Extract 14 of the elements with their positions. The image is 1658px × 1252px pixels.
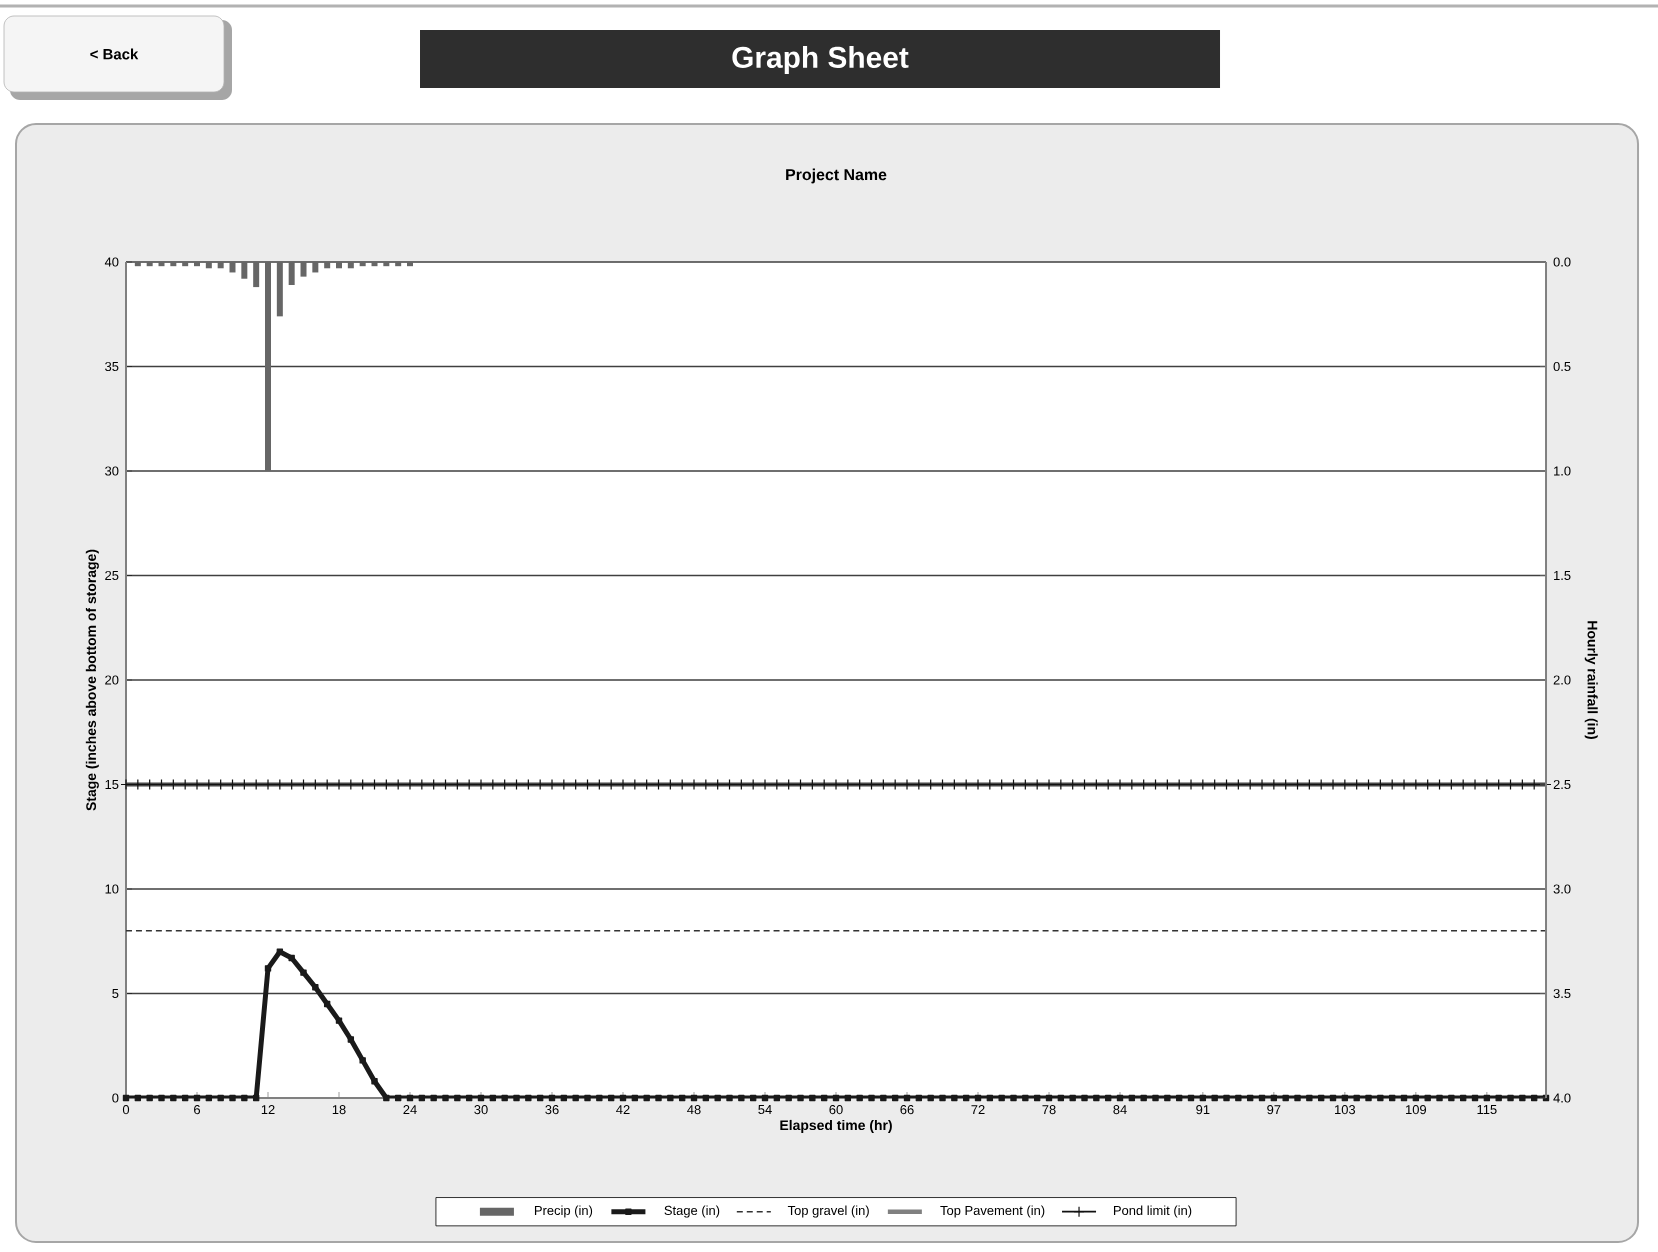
bar (288, 262, 295, 285)
bar (336, 262, 343, 269)
bar (265, 262, 271, 472)
bar (312, 262, 319, 273)
bar (229, 262, 236, 273)
bar (276, 262, 283, 317)
bar (205, 262, 212, 269)
bar (253, 262, 260, 288)
bar (217, 262, 224, 269)
bar (324, 262, 331, 269)
bar (347, 262, 354, 269)
bar (241, 262, 248, 279)
bar (300, 262, 307, 277)
chart-title: Graph Sheet (732, 46, 909, 74)
